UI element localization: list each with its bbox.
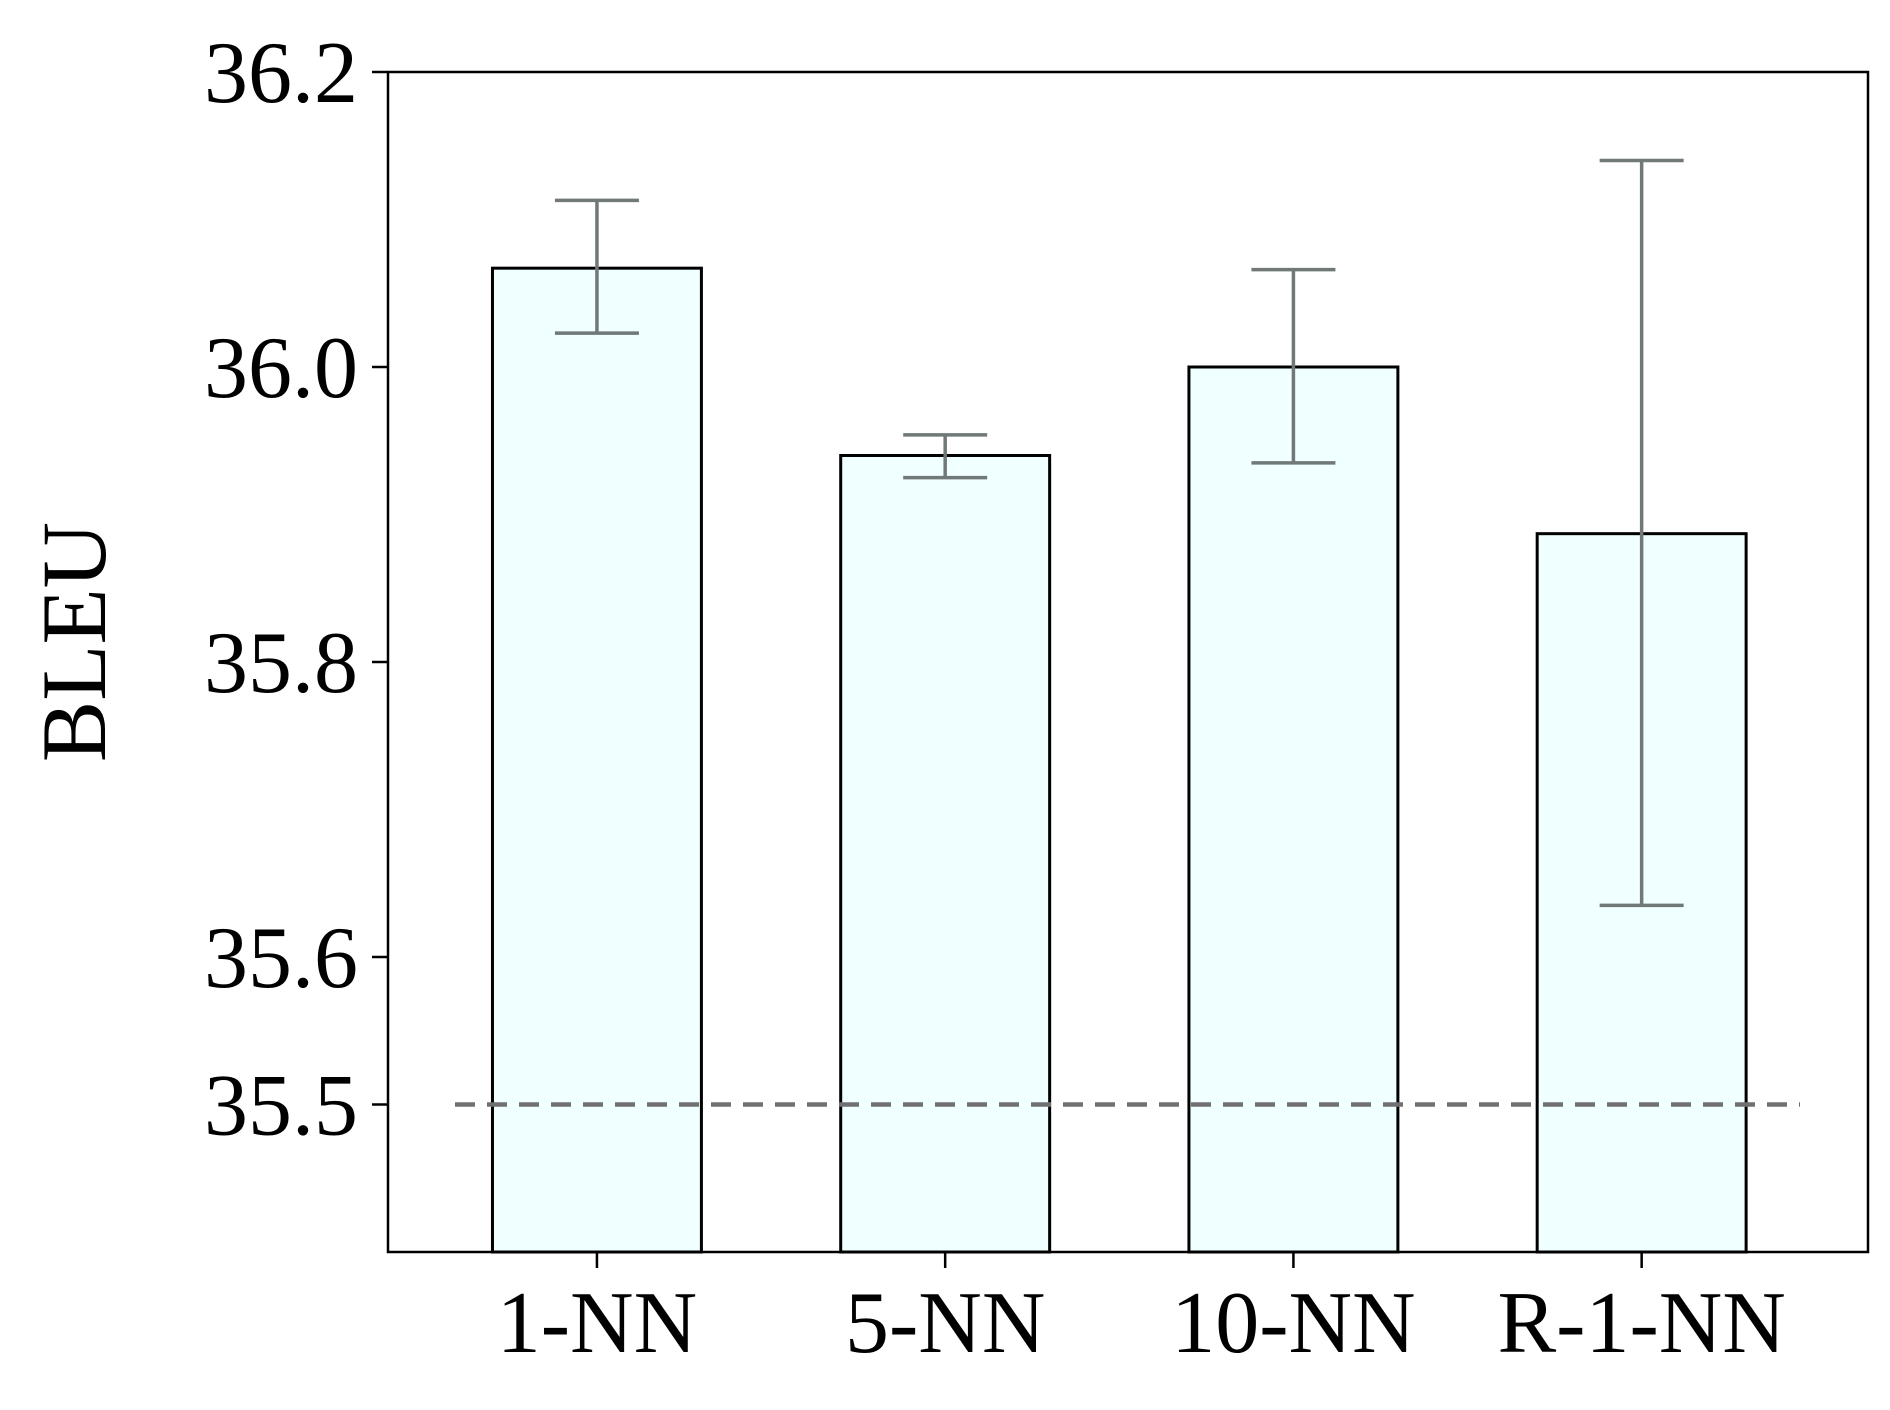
error-bar-5-nn (903, 433, 988, 480)
x-axis-ticks: 1-NN 5-NN 10-NN R-1-NN (497, 1252, 1786, 1372)
error-bar-r-1-nn (1599, 158, 1684, 908)
x-tick-label: 10-NN (1171, 1275, 1415, 1372)
x-tick-label: 5-NN (845, 1275, 1045, 1372)
y-tick-label: 36.0 (204, 320, 358, 417)
y-tick-label: 35.8 (204, 615, 358, 712)
error-bars-layer (554, 158, 1684, 908)
x-tick-label: 1-NN (497, 1275, 697, 1372)
error-bar-10-nn (1251, 267, 1336, 465)
bar-10-nn (1187, 365, 1400, 1254)
y-axis-label: BLEU (23, 522, 125, 762)
y-tick-label: 35.6 (204, 910, 358, 1007)
x-tick-label: R-1-NN (1497, 1275, 1785, 1372)
bar-5-nn (839, 454, 1052, 1254)
y-tick-label: 36.2 (204, 25, 358, 122)
error-bar-1-nn (554, 198, 639, 335)
y-tick-label: 35.5 (204, 1058, 358, 1155)
bar-1-nn (490, 266, 703, 1254)
y-axis-ticks: 35.5 35.6 35.8 36.0 36.2 (204, 25, 388, 1155)
